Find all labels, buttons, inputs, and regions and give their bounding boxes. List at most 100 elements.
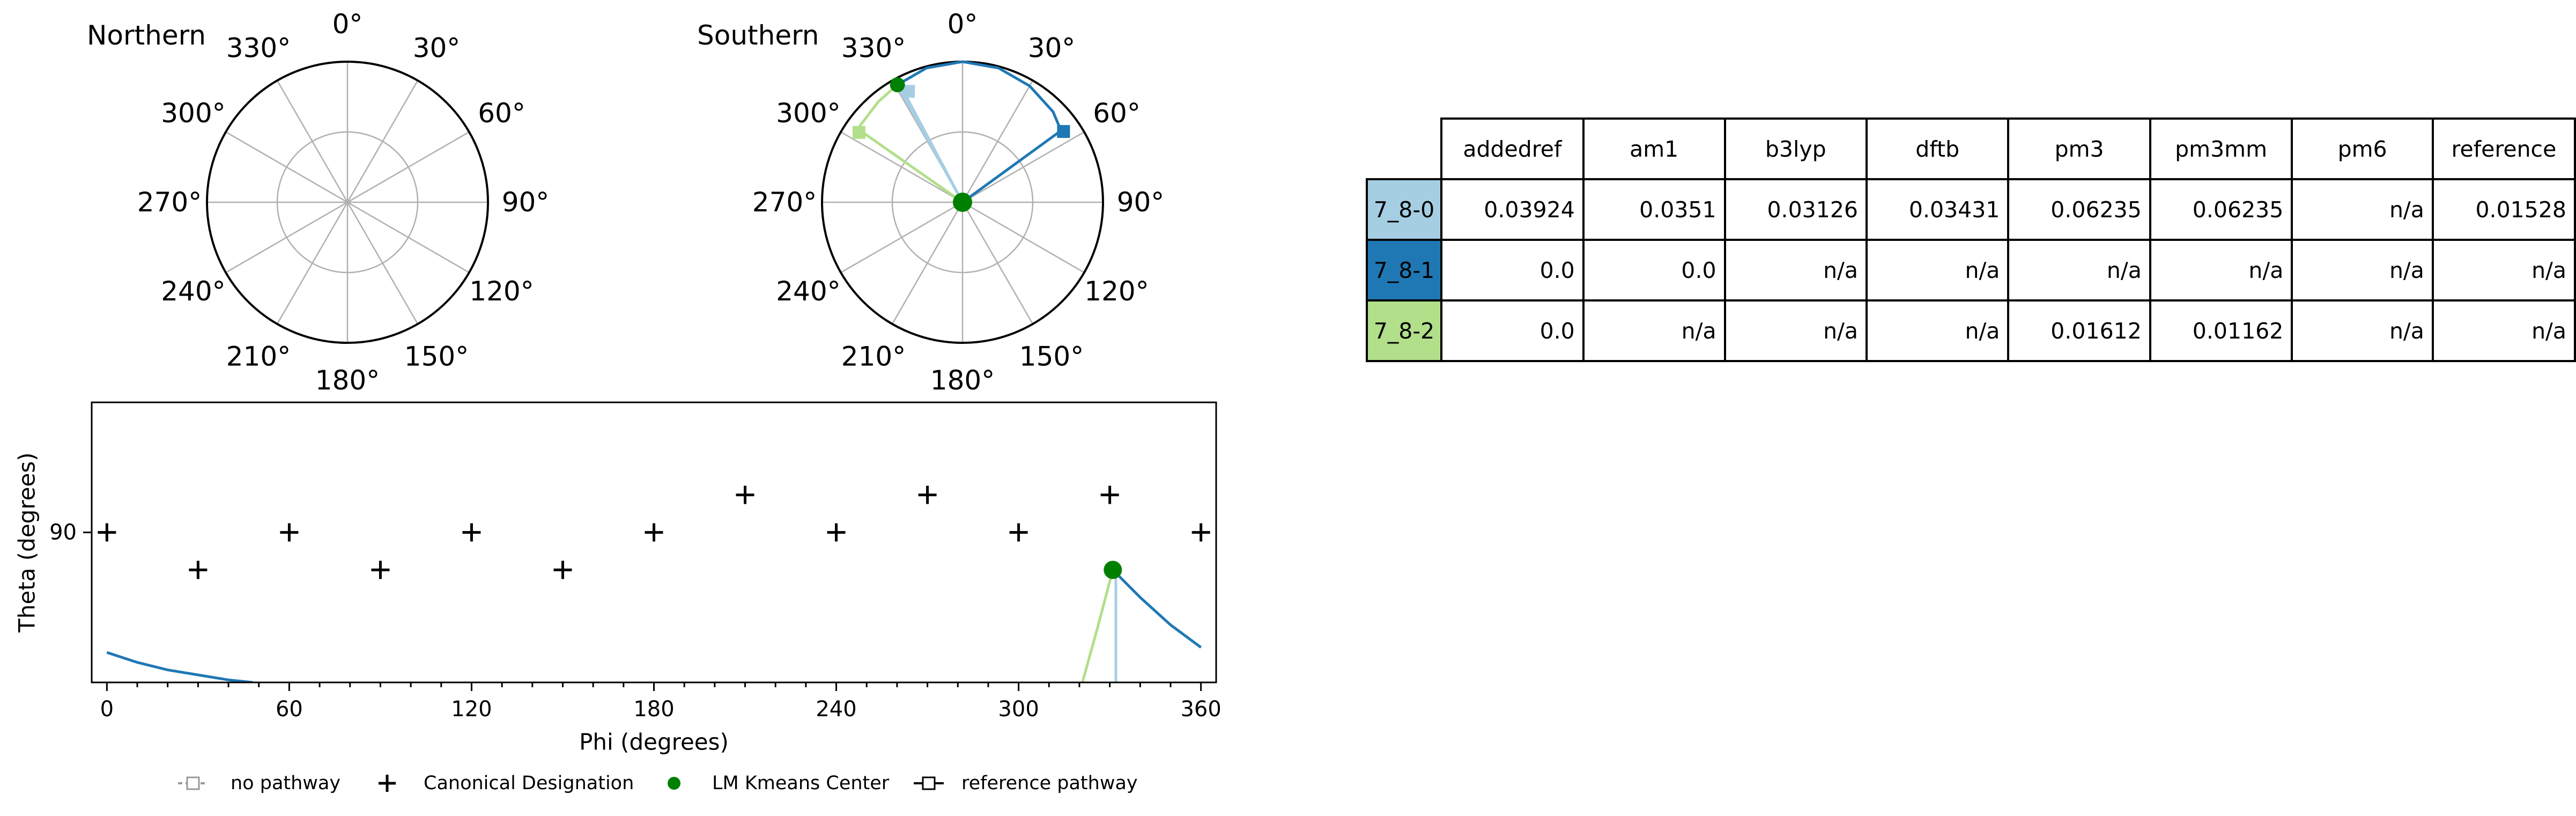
polar-title: Southern: [697, 20, 819, 51]
canonical-designation-marker: [98, 523, 116, 542]
pathway-line-7_8-1: [1112, 569, 1202, 649]
polar-tick-label: 0°: [332, 9, 363, 40]
table-cell: n/a: [2291, 178, 2434, 241]
legend-label-kmeans: LM Kmeans Center: [712, 773, 890, 794]
legend-label-reference: reference pathway: [961, 773, 1138, 794]
table-cell: 0.03924: [1440, 178, 1585, 241]
table-header-row: addedref am1 b3lyp dftb pm3 pm3mm pm6 reference: [1367, 117, 2576, 180]
table-row-label: 7_8-2: [1366, 299, 1442, 362]
table-cell: n/a: [2291, 299, 2434, 362]
polar-tick-label: 240°: [776, 276, 840, 307]
polar-tick-label: 120°: [1084, 276, 1149, 307]
rmsd-table: addedref am1 b3lyp dftb pm3 pm3mm pm6 reference…: [1366, 117, 2576, 362]
legend-label-no-pathway: no pathway: [231, 773, 340, 794]
table-cell: 0.06235: [2149, 178, 2293, 241]
polar-spoke: [347, 131, 470, 203]
canonical-designation-marker: [1009, 523, 1028, 542]
legend-solid-square: [922, 776, 936, 790]
polar-spoke: [225, 131, 348, 203]
polar-tick-label: 0°: [948, 9, 978, 40]
polar-tick-label: 60°: [478, 98, 525, 129]
southern-polar-plot: Southern 0° 30° 60° 90° 120° 150° 180° 210° 240° 2…: [697, 9, 1164, 396]
polar-spoke: [225, 201, 348, 274]
polar-tick-label: 300°: [776, 98, 840, 129]
table-cell: 0.0: [1582, 239, 1726, 302]
x-tick-label: 300: [998, 697, 1039, 722]
table-corner-cell: [1367, 119, 1442, 180]
table-cell: 0.0351: [1582, 178, 1726, 241]
polar-tick-label: 90°: [502, 187, 550, 218]
legend: no pathway Canonical Designation LM Kmeans…: [178, 773, 1138, 794]
table-column-header: addedref: [1440, 117, 1585, 180]
legend-green-dot: [668, 777, 680, 790]
x-axis-label: Phi (degrees): [579, 729, 729, 755]
table-cell: n/a: [2007, 239, 2151, 302]
kmeans-center-dot: [953, 193, 972, 212]
canonical-designation-marker: [645, 523, 663, 542]
x-tick-label: 240: [816, 697, 856, 722]
polar-spoke: [346, 202, 419, 325]
plot-area: [98, 486, 1210, 682]
y-tick-label: 90: [49, 520, 77, 545]
kmeans-center-dot: [890, 77, 905, 93]
northern-polar-plot: Northern 0° 30° 60° 90° 120° 150° 180° 210° 240° 2…: [87, 9, 549, 396]
legend-open-square: [186, 776, 200, 790]
polar-outline: [206, 61, 489, 344]
polar-spoke: [891, 202, 964, 325]
table-cell: n/a: [1723, 239, 1868, 302]
table-column-header: am1: [1582, 117, 1726, 180]
polar-spoke: [961, 202, 1034, 325]
canonical-designation-marker: [553, 561, 572, 579]
table-column-header: pm3: [2007, 117, 2151, 180]
polar-tick-label: 150°: [404, 341, 469, 372]
polar-pathway-endpoint: [852, 126, 865, 139]
table-cell: 0.0: [1440, 299, 1585, 362]
table-cell: n/a: [2291, 239, 2434, 302]
polar-pathway-endpoint: [1057, 125, 1070, 138]
table-column-header: pm6: [2291, 117, 2434, 180]
table-cell: 0.0: [1440, 239, 1585, 302]
table-cell: n/a: [2431, 299, 2576, 362]
legend-label-canonical: Canonical Designation: [424, 773, 634, 794]
polar-tick-label: 90°: [1117, 187, 1165, 218]
polar-tick-label: 30°: [413, 32, 461, 63]
polar-tick-label: 60°: [1093, 98, 1141, 129]
polar-spoke: [961, 80, 1034, 203]
polar-tick-label: 120°: [469, 276, 534, 307]
polar-tick-label: 270°: [137, 187, 202, 218]
canonical-designation-marker: [280, 523, 299, 542]
table-column-header: reference: [2431, 117, 2576, 180]
polar-tick-label: 330°: [841, 32, 906, 63]
polar-tick-label: 150°: [1019, 341, 1084, 372]
canonical-designation-marker: [736, 486, 754, 504]
polar-tick-label: 240°: [161, 276, 225, 307]
polar-spoke: [962, 201, 1085, 274]
canonical-designation-marker: [189, 561, 208, 579]
table-cell: n/a: [1865, 239, 2010, 302]
table-column-header: dftb: [1865, 117, 2010, 180]
table-cell: n/a: [2431, 239, 2576, 302]
polar-spoke: [840, 131, 963, 203]
polar-spoke: [276, 80, 349, 203]
table-body: 7_8-0 0.03924 0.0351 0.03126 0.03431 0.06235 0…: [1366, 178, 2576, 362]
table-cell: n/a: [2149, 239, 2293, 302]
table-cell: 0.03431: [1865, 178, 2010, 241]
canonical-designation-marker: [827, 523, 846, 542]
polar-pathway-7_8-0: [896, 83, 964, 204]
polar-tick-label: 210°: [841, 341, 906, 372]
canonical-designation-marker: [918, 486, 937, 504]
table-cell: 0.01162: [2149, 299, 2293, 362]
table-column-header: pm3mm: [2149, 117, 2293, 180]
table-row: 7_8-1 0.0 0.0 n/a n/a n/a n/a n/a n/a: [1366, 239, 2576, 302]
x-tick-label: 0: [100, 697, 114, 722]
table-cell: n/a: [1865, 299, 2010, 362]
polar-spoke: [276, 202, 349, 325]
table-row-label: 7_8-0: [1366, 178, 1442, 241]
x-tick-label: 360: [1180, 697, 1221, 722]
canonical-designation-marker: [462, 523, 481, 542]
canonical-designation-marker: [371, 561, 390, 579]
polar-spoke: [962, 131, 1085, 203]
polar-tick-label: 300°: [161, 98, 225, 129]
table-row: 7_8-0 0.03924 0.0351 0.03126 0.03431 0.06235 0…: [1366, 178, 2576, 241]
